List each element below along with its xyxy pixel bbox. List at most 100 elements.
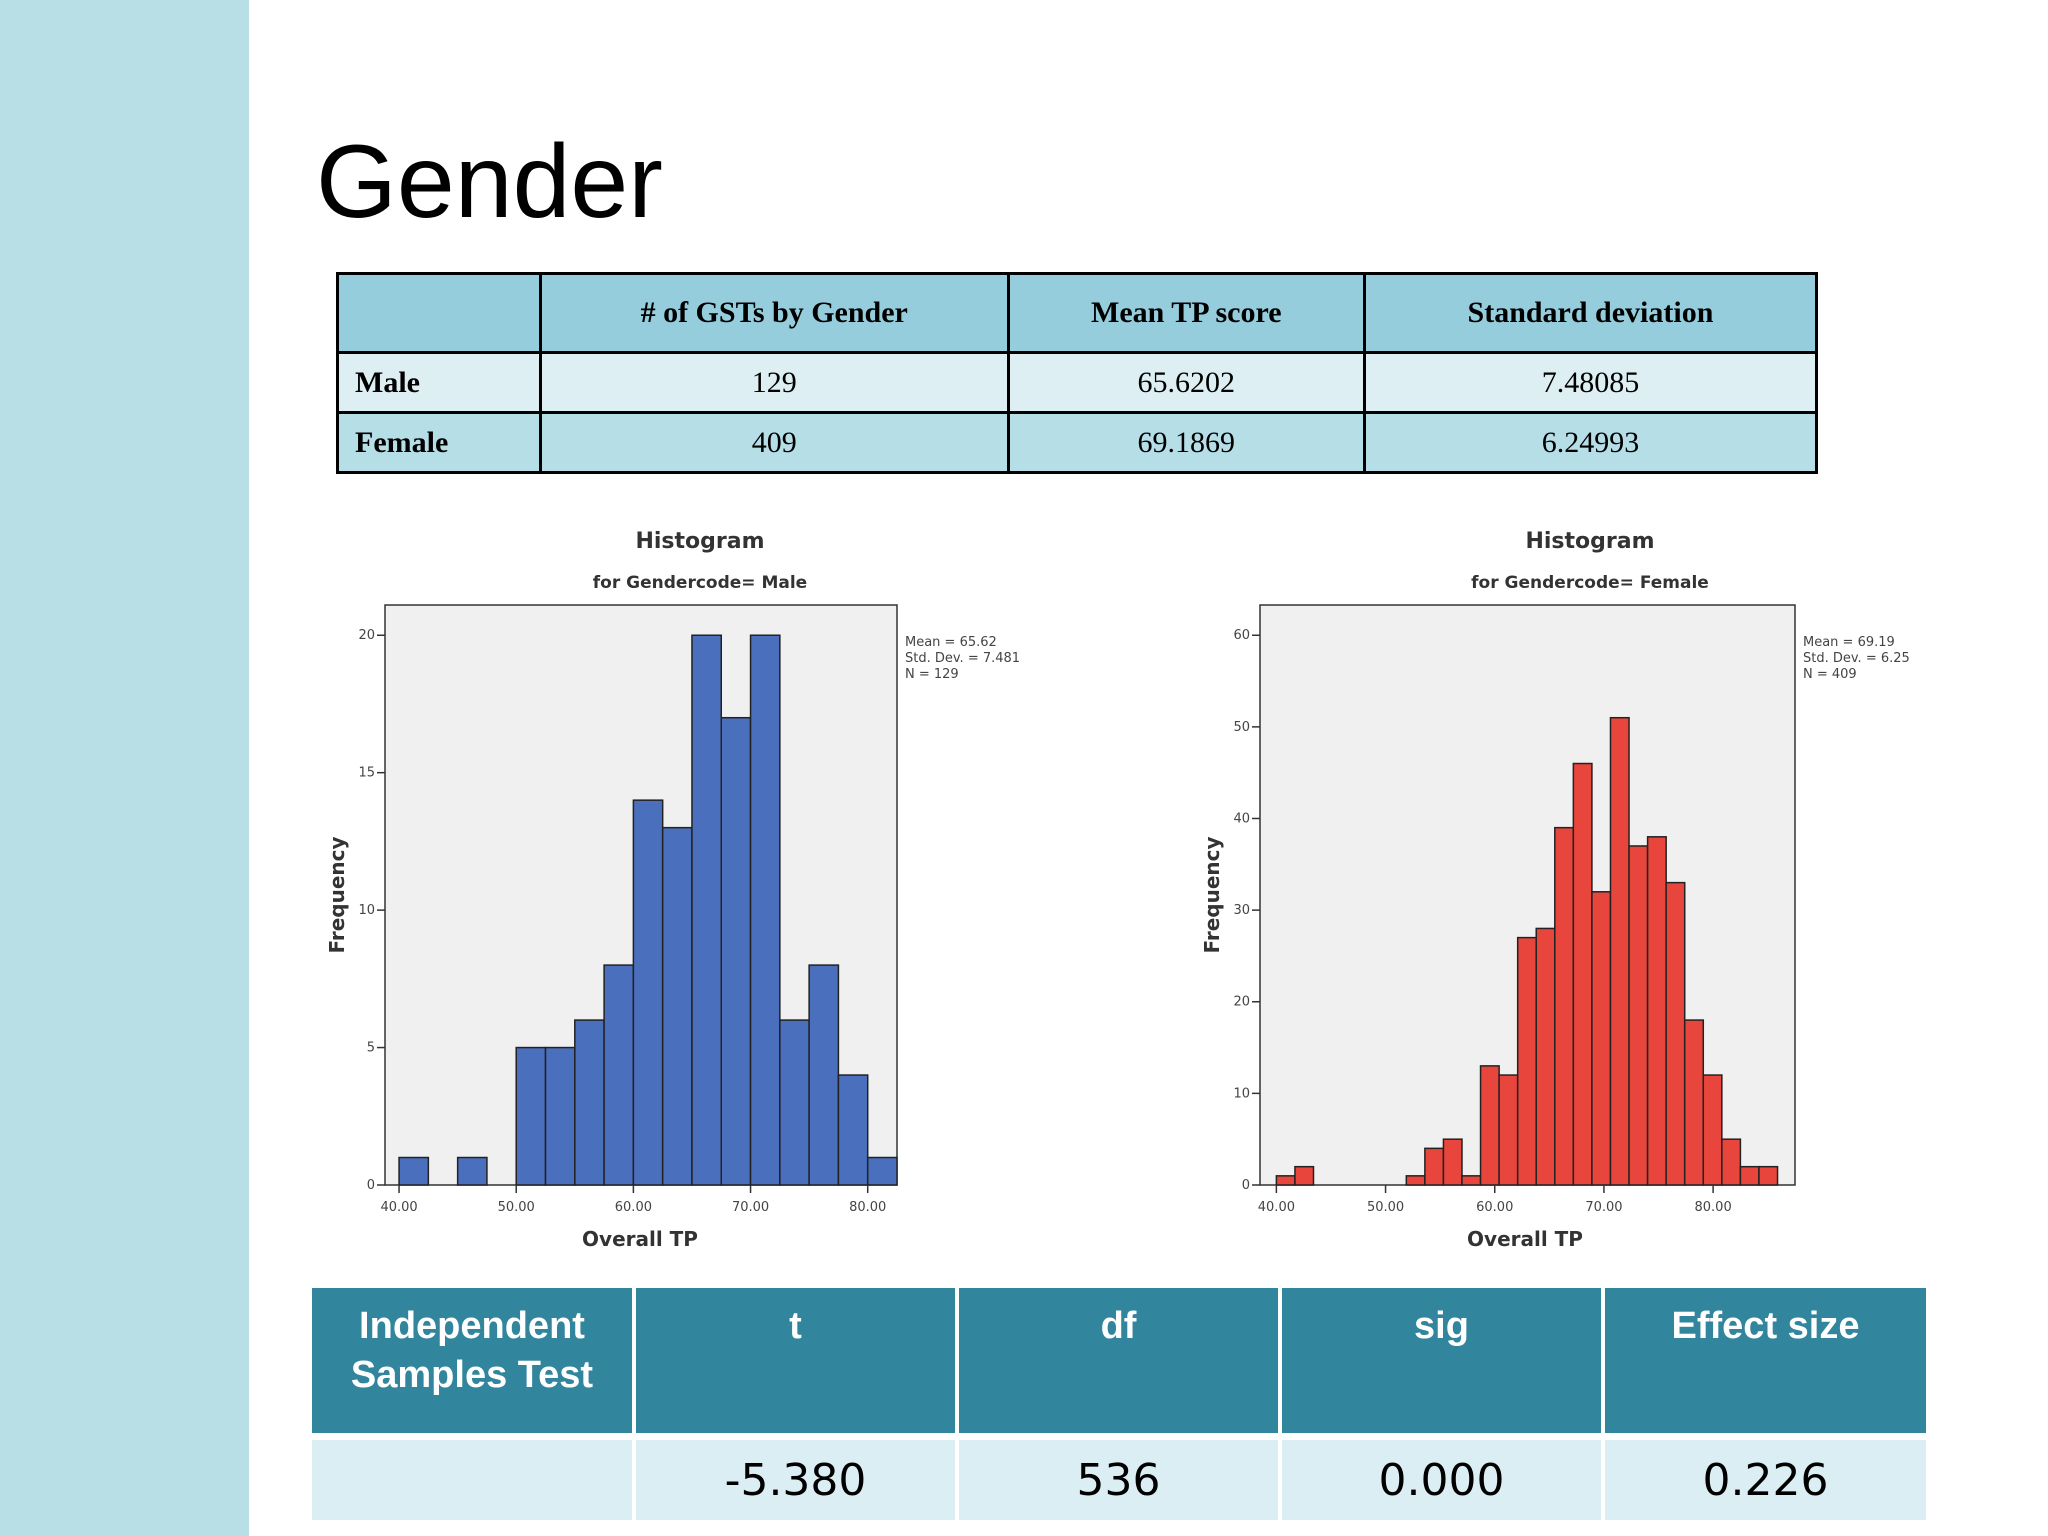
histogram-bar-10 — [691, 634, 723, 1186]
histogram-bar-23 — [1702, 1074, 1723, 1186]
histogram-bar-14 — [808, 964, 840, 1186]
gender-stats-table: # of GSTs by Gender Mean TP score Standa… — [336, 272, 1819, 474]
histogram-bar-26 — [1758, 1165, 1779, 1186]
histogram-bar-1 — [1294, 1165, 1315, 1186]
x-tick-label: 60.00 — [1476, 1200, 1513, 1215]
row-label-male: Male — [336, 351, 542, 414]
histogram-bar-13 — [779, 1019, 810, 1186]
y-tick-label: 15 — [358, 766, 375, 781]
histogram-bar-20 — [1646, 836, 1667, 1186]
side-accent-band — [0, 0, 249, 1536]
test-cell-df: 536 — [957, 1436, 1282, 1520]
y-tick-label: 20 — [1233, 995, 1250, 1010]
x-tick-label: 70.00 — [732, 1200, 769, 1215]
table-row: Male 129 65.6202 7.48085 — [336, 351, 1819, 414]
stats-n: N = 409 — [1803, 667, 1857, 682]
chart-title: Histogram — [635, 529, 764, 554]
histogram-bar-10 — [1461, 1175, 1482, 1186]
stats-header-count: # of GSTs by Gender — [538, 272, 1010, 354]
table-row: Female 409 69.1869 6.24993 — [336, 411, 1819, 474]
y-axis-label: Frequency — [325, 836, 349, 953]
cell-mean-male: 65.6202 — [1006, 351, 1366, 414]
female-histogram-chart: Histogram for Gendercode= Female 40.00 50… — [1200, 529, 1910, 1251]
x-tick-label: 40.00 — [380, 1200, 417, 1215]
y-tick-label: 10 — [358, 903, 375, 918]
x-tick-label: 80.00 — [849, 1200, 886, 1215]
histogram-bar-24 — [1721, 1138, 1742, 1186]
histogram-bar-14 — [1535, 927, 1556, 1186]
cell-count-male: 129 — [538, 351, 1010, 414]
x-tick-label: 60.00 — [615, 1200, 652, 1215]
test-cell-effect-size: 0.226 — [1603, 1436, 1926, 1520]
histogram-bar-11 — [1479, 1065, 1500, 1186]
histogram-bar-25 — [1739, 1165, 1760, 1186]
y-tick-label: 20 — [358, 628, 375, 643]
stats-sd: Std. Dev. = 6.25 — [1803, 651, 1910, 666]
histogram-bar-17 — [1591, 891, 1612, 1186]
histogram-bar-16 — [866, 1156, 898, 1186]
independent-samples-test-table: Independent Samples Test t df sig Effect… — [312, 1288, 1926, 1520]
histogram-bar-8 — [1424, 1147, 1445, 1186]
test-cell-sig: 0.000 — [1280, 1436, 1605, 1520]
table-row: -5.380 536 0.000 0.226 — [312, 1436, 1926, 1520]
stats-header-row: # of GSTs by Gender Mean TP score Standa… — [336, 272, 1819, 354]
row-label-female: Female — [336, 411, 542, 474]
stats-mean: Mean = 65.62 — [905, 635, 997, 650]
histogram-bar-8 — [632, 799, 664, 1186]
stats-header-sd: Standard deviation — [1362, 272, 1819, 354]
cell-count-female: 409 — [538, 411, 1010, 474]
chart-subtitle: for Gendercode= Male — [593, 573, 807, 593]
x-tick-label: 70.00 — [1585, 1200, 1622, 1215]
y-tick-label: 0 — [1242, 1178, 1250, 1193]
histogram-bar-16 — [1572, 762, 1593, 1186]
stats-n: N = 129 — [905, 667, 959, 682]
histogram-bar-7 — [603, 964, 635, 1186]
histogram-bar-0 — [398, 1156, 430, 1186]
cell-sd-male: 7.48085 — [1362, 351, 1819, 414]
test-cell-t: -5.380 — [634, 1436, 959, 1520]
histogram-bar-12 — [749, 634, 781, 1186]
test-cell-blank — [312, 1436, 636, 1520]
test-header-effect-size: Effect size — [1603, 1288, 1926, 1440]
y-tick-label: 30 — [1233, 903, 1250, 918]
cell-mean-female: 69.1869 — [1006, 411, 1366, 474]
histogram-bar-2 — [456, 1156, 488, 1186]
y-tick-label: 50 — [1233, 720, 1250, 735]
histogram-bar-9 — [1442, 1138, 1463, 1186]
stats-header-mean: Mean TP score — [1006, 272, 1366, 354]
test-header-df: df — [957, 1288, 1282, 1440]
histogram-bar-0 — [1275, 1175, 1296, 1186]
histogram-bar-19 — [1628, 845, 1649, 1186]
cell-sd-female: 6.24993 — [1362, 411, 1819, 474]
test-header-row: Independent Samples Test t df sig Effect… — [312, 1288, 1926, 1440]
stats-sd: Std. Dev. = 7.481 — [905, 651, 1020, 666]
y-tick-label: 0 — [367, 1178, 375, 1193]
x-tick-label: 50.00 — [1367, 1200, 1404, 1215]
x-tick-label: 50.00 — [498, 1200, 535, 1215]
chart-title: Histogram — [1525, 529, 1654, 554]
test-header-sig: sig — [1280, 1288, 1605, 1440]
histogram-bar-11 — [720, 716, 752, 1186]
stats-mean: Mean = 69.19 — [1803, 635, 1895, 650]
chart-subtitle: for Gendercode= Female — [1471, 573, 1709, 593]
y-tick-label: 40 — [1233, 811, 1250, 826]
histogram-bar-15 — [837, 1074, 869, 1186]
histogram-bar-9 — [661, 826, 693, 1186]
male-histogram-chart: Histogram for Gendercode= Male 40.00 50.0… — [325, 529, 1020, 1251]
y-tick-label: 5 — [367, 1041, 375, 1056]
y-axis-label: Frequency — [1200, 836, 1224, 953]
stats-header-corner — [336, 272, 542, 354]
histogram-bar-6 — [574, 1019, 605, 1186]
test-header-t: t — [634, 1288, 959, 1440]
x-axis-label: Overall TP — [582, 1227, 698, 1251]
test-header-label: Independent Samples Test — [312, 1288, 636, 1440]
x-tick-label: 80.00 — [1695, 1200, 1732, 1215]
histogram-bar-18 — [1609, 716, 1630, 1186]
slide-title: Gender — [316, 124, 663, 240]
histogram-bar-15 — [1554, 826, 1575, 1186]
x-axis-label: Overall TP — [1467, 1227, 1583, 1251]
y-tick-label: 10 — [1233, 1086, 1250, 1101]
histogram-bar-13 — [1516, 936, 1537, 1186]
histogram-bar-22 — [1683, 1019, 1705, 1186]
histogram-bar-21 — [1665, 881, 1686, 1186]
